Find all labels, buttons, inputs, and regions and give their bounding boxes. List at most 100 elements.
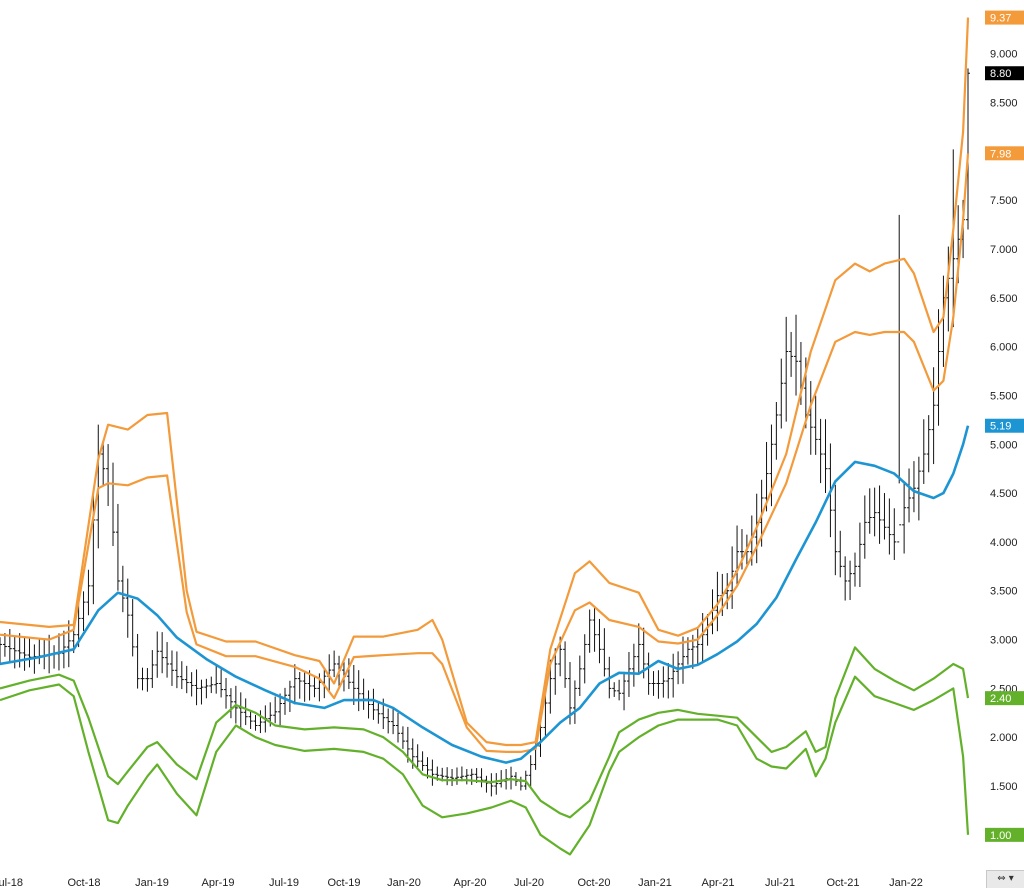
price-bar — [194, 669, 199, 706]
price-bar — [214, 664, 219, 694]
price-bar — [661, 666, 666, 698]
value-tags: 9.37 8.80 7.98 5.19 2.40 1.00 — [985, 10, 1024, 842]
price-bar — [0, 637, 2, 665]
price-bar — [52, 645, 57, 669]
x-tick-label: Oct-18 — [67, 877, 100, 888]
price-bar — [111, 462, 116, 547]
price-bar — [351, 664, 356, 705]
x-tick-label: Oct-21 — [826, 877, 859, 888]
y-tick-label: 1.500 — [990, 781, 1018, 793]
price-bar — [862, 495, 867, 559]
price-bar — [966, 68, 970, 230]
price-bar — [204, 678, 209, 699]
y-tick-label: 6.000 — [990, 342, 1018, 354]
value-tag-label: 9.37 — [990, 13, 1011, 25]
price-bar — [612, 682, 617, 697]
price-bar — [469, 768, 474, 785]
price-bar — [843, 556, 848, 601]
price-bar — [882, 493, 887, 540]
value-tag: 1.00 — [985, 827, 1024, 842]
price-bar — [106, 444, 111, 506]
price-bar — [361, 678, 366, 710]
series-line-inner_upper — [0, 153, 970, 753]
price-bar — [479, 768, 484, 788]
price-bar — [582, 634, 587, 684]
price-bar — [135, 633, 140, 689]
price-bar — [140, 667, 145, 691]
y-tick-label: 8.500 — [990, 98, 1018, 110]
price-bar — [597, 618, 602, 664]
x-tick-label: Jul-20 — [514, 877, 544, 888]
series-line-outer_upper — [0, 17, 970, 747]
value-tag: 2.40 — [985, 691, 1024, 706]
price-bar — [823, 419, 828, 493]
x-tick-label: Jan-22 — [889, 877, 923, 888]
price-bar — [42, 638, 47, 670]
price-bar — [81, 591, 86, 631]
price-bar — [735, 525, 740, 586]
price-bar — [902, 481, 907, 554]
price-bar — [563, 641, 568, 688]
price-bar — [22, 636, 27, 671]
price-bar — [887, 498, 892, 555]
x-tick-label: Jan-21 — [638, 877, 672, 888]
price-bar — [27, 636, 32, 668]
price-bar — [454, 767, 459, 785]
price-bar — [636, 623, 641, 675]
price-bar — [165, 642, 170, 678]
price-bar — [784, 316, 789, 422]
y-tick-label: 3.000 — [990, 635, 1018, 647]
band-lines — [0, 17, 970, 856]
price-bar — [17, 633, 22, 668]
price-bar — [115, 503, 120, 591]
price-bar — [189, 672, 194, 697]
price-bar — [386, 708, 391, 734]
price-bar — [332, 650, 337, 678]
value-tag: 9.37 — [985, 10, 1024, 25]
y-tick-label: 7.500 — [990, 195, 1018, 207]
price-bar — [396, 712, 401, 743]
y-tick-label: 2.000 — [990, 732, 1018, 744]
value-tag: 5.19 — [985, 418, 1024, 433]
price-bar — [681, 636, 686, 684]
price-bar — [2, 633, 7, 657]
price-bar — [346, 658, 351, 690]
price-bar — [258, 710, 263, 734]
price-bar — [125, 578, 130, 638]
price-bar — [494, 773, 499, 795]
price-bar — [725, 573, 730, 610]
price-bar — [224, 677, 229, 709]
x-tick-label: Jul-18 — [0, 877, 23, 888]
price-bar — [833, 484, 838, 576]
price-bar — [430, 759, 435, 786]
price-bar — [464, 769, 469, 785]
price-bar — [297, 672, 302, 699]
price-bar — [489, 773, 494, 797]
series-line-middle — [0, 425, 970, 764]
price-bar — [857, 522, 862, 588]
price-bar — [518, 776, 523, 791]
price-bar — [484, 775, 489, 793]
price-bar — [592, 607, 597, 652]
price-bar — [400, 726, 405, 749]
y-tick-label: 4.500 — [990, 488, 1018, 500]
price-bar — [838, 530, 843, 578]
price-bar — [253, 715, 258, 731]
value-tag-label: 7.98 — [990, 148, 1011, 160]
price-bar — [282, 687, 287, 715]
price-bar — [789, 331, 794, 377]
x-tick-label: Jan-19 — [135, 877, 169, 888]
price-bar — [587, 609, 592, 653]
x-tick-label: Apr-21 — [701, 877, 734, 888]
price-bar — [577, 655, 582, 696]
crosshair-settings-button[interactable]: ⇔ ▾ — [986, 870, 1024, 888]
price-bar — [666, 663, 671, 699]
value-tag: 8.80 — [985, 66, 1024, 81]
price-bar — [852, 552, 857, 587]
price-bar — [12, 636, 17, 669]
price-bar — [774, 402, 779, 460]
price-bar — [219, 669, 224, 698]
price-bar — [622, 671, 627, 711]
price-bar — [911, 461, 916, 513]
